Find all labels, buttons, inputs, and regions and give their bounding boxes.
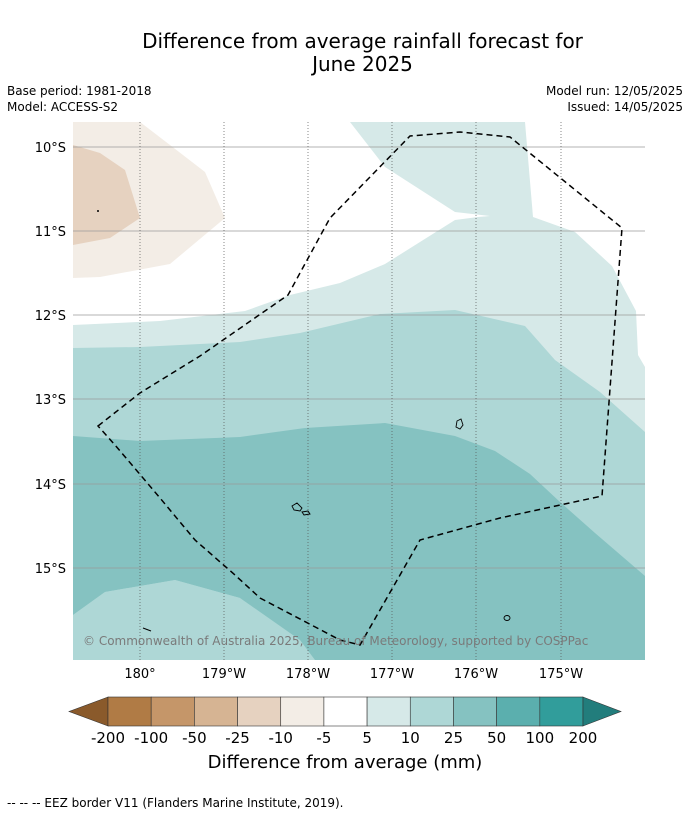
lon-axis: 180° 179°W 178°W 177°W 176°W 175°W	[124, 667, 583, 682]
island-marker	[97, 210, 99, 212]
island-outline	[142, 627, 152, 632]
lon-label: 179°W	[202, 667, 246, 682]
colorbar-swatch	[409, 696, 454, 727]
colorbar-swatch	[237, 696, 282, 727]
lat-label: 12°S	[35, 309, 66, 324]
colorbar-tick-label: -50	[182, 729, 207, 747]
colorbar-label: Difference from average (mm)	[207, 752, 483, 773]
island-outline	[455, 418, 464, 430]
lat-label: 11°S	[35, 225, 66, 240]
lat-label: 10°S	[35, 141, 66, 156]
colorbar-tick-label: -100	[134, 729, 168, 747]
band-neg-10-25	[73, 145, 140, 245]
lon-label: 180°	[124, 667, 155, 682]
colorbar-swatch	[107, 696, 152, 727]
lon-label: 176°W	[454, 667, 498, 682]
band-10-25-south	[73, 580, 315, 660]
colorbar-swatch	[366, 696, 411, 727]
colorbar-tick-label: -10	[268, 729, 293, 747]
colorbar-tick-label: 200	[569, 729, 598, 747]
latitude-lines	[73, 146, 645, 569]
colorbar-tick-label: 5	[362, 729, 372, 747]
map-title: Difference from average rainfall forecas…	[0, 30, 690, 76]
colorbar-tick-label: 50	[487, 729, 506, 747]
title-line-1: Difference from average rainfall forecas…	[142, 29, 583, 53]
colorbar-swatch	[280, 696, 325, 727]
lat-label: 13°S	[35, 393, 66, 408]
lat-label: 15°S	[35, 562, 66, 577]
copyright-text: © Commonwealth of Australia 2025, Bureau…	[83, 634, 588, 648]
metadata-left: Base period: 1981-2018 Model: ACCESS-S2	[7, 83, 152, 115]
colorbar-tick-label: 100	[525, 729, 554, 747]
colorbar-swatch	[150, 696, 195, 727]
colorbar-tick-label: -5	[316, 729, 331, 747]
colorbar-swatch	[496, 696, 541, 727]
colorbar-extend-high	[582, 696, 622, 727]
issued-text: Issued: 14/05/2025	[567, 100, 683, 114]
model-text: Model: ACCESS-S2	[7, 100, 119, 114]
island-outline	[291, 502, 311, 516]
island-outline	[503, 615, 511, 621]
lon-label: 177°W	[370, 667, 414, 682]
colorbar-swatch	[194, 696, 238, 727]
title-line-2: June 2025	[312, 52, 413, 76]
eez-footer-note: -- -- -- EEZ border V11 (Flanders Marine…	[7, 796, 344, 810]
colorbar-extend-low	[68, 696, 109, 727]
metadata-right: Model run: 12/05/2025 Issued: 14/05/2025	[546, 83, 683, 115]
model-run-text: Model run: 12/05/2025	[545, 84, 683, 98]
base-period-text: Base period: 1981-2018	[7, 84, 152, 98]
colorbar: -200 -100 -50 -25 -10 -5 5 10 25 50 100 200	[68, 696, 622, 747]
map-area: © Commonwealth of Australia 2025, Bureau…	[73, 122, 645, 660]
colorbar-swatch	[323, 696, 368, 727]
eez-border	[96, 131, 623, 646]
colorbar-tick-label: -25	[225, 729, 250, 747]
colorbar-swatch	[453, 696, 497, 727]
colorbar-swatch	[539, 696, 584, 727]
lon-label: 178°W	[286, 667, 330, 682]
lat-axis: 10°S 11°S 12°S 13°S 14°S 15°S	[35, 141, 66, 577]
colorbar-tick-label: 10	[401, 729, 420, 747]
colorbar-tick-label: 25	[444, 729, 463, 747]
lon-label: 175°W	[539, 667, 583, 682]
band-25-50	[73, 423, 645, 660]
lat-label: 14°S	[35, 478, 66, 493]
colorbar-tick-label: -200	[91, 729, 125, 747]
